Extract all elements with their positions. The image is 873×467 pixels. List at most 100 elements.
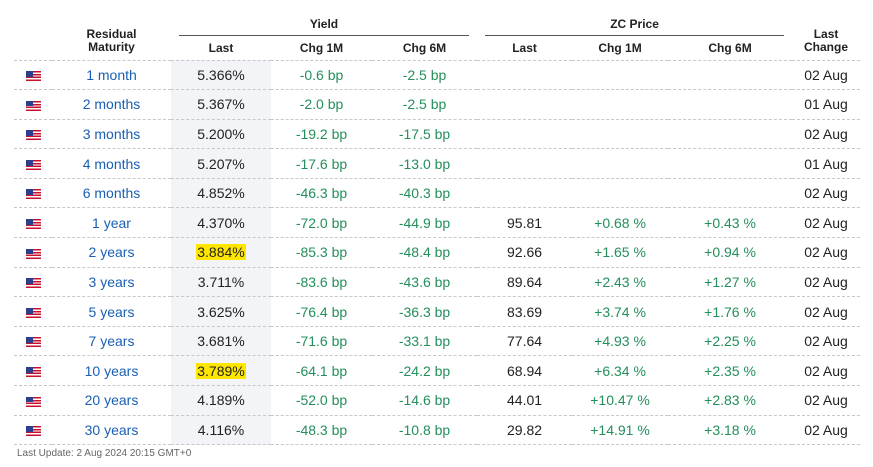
zc-chg-1m-cell: +4.93 %	[572, 325, 669, 356]
yield-last-value: 5.366%	[197, 66, 245, 83]
zc-chg-1m-header[interactable]: Chg 1M	[598, 40, 642, 55]
last-update-note: Last Update: 2 Aug 2024 20:15 GMT+0	[17, 448, 192, 459]
table-row[interactable]: 6 months 4.852% -46.3 bp -40.3 bp 02 Aug	[14, 177, 861, 208]
maturity-cell: 4 months	[52, 148, 171, 179]
table-row[interactable]: 3 months 5.200% -19.2 bp -17.5 bp 02 Aug	[14, 118, 861, 149]
zc-last-cell: 68.94	[477, 355, 573, 386]
maturity-link[interactable]: 2 years	[88, 244, 135, 261]
last-change-cell: 02 Aug	[792, 177, 861, 208]
last-change-cell: 01 Aug	[792, 89, 861, 120]
flag-header	[14, 14, 52, 60]
maturity-link[interactable]: 1 month	[86, 66, 137, 83]
table-row[interactable]: 2 months 5.367% -2.0 bp -2.5 bp 01 Aug	[14, 89, 861, 120]
maturity-link[interactable]: 4 months	[82, 155, 141, 172]
yields-table-body: 1 month 5.366% -0.6 bp -2.5 bp 02 Aug 2 month…	[14, 59, 861, 446]
residual-maturity-header[interactable]: Residual Maturity	[86, 26, 137, 54]
flag-cell	[14, 325, 52, 356]
zc-last-cell: 89.64	[477, 266, 573, 297]
maturity-link[interactable]: 3 months	[82, 125, 141, 142]
maturity-link[interactable]: 1 year	[92, 214, 131, 231]
us-flag-icon	[25, 337, 41, 348]
flag-cell	[14, 59, 52, 90]
maturity-cell: 30 years	[52, 414, 171, 446]
zc-chg-6m-cell	[668, 177, 793, 208]
zc-chg-6m-header[interactable]: Chg 6M	[708, 40, 752, 55]
yield-chg-1m-cell: -72.0 bp	[271, 207, 372, 238]
yield-last-cell: 3.789%	[171, 355, 271, 386]
zc-last-cell	[477, 177, 573, 208]
maturity-cell: 10 years	[52, 355, 171, 386]
last-change-cell: 02 Aug	[792, 385, 861, 416]
maturity-link[interactable]: 5 years	[88, 303, 135, 320]
us-flag-icon	[25, 219, 41, 230]
last-change-cell: 02 Aug	[792, 207, 861, 238]
maturity-cell: 1 month	[52, 59, 171, 90]
yield-last-cell: 4.370%	[171, 207, 271, 238]
table-row[interactable]: 4 months 5.207% -17.6 bp -13.0 bp 01 Aug	[14, 148, 861, 179]
yield-last-cell: 3.681%	[171, 325, 271, 356]
us-flag-icon	[25, 367, 41, 378]
flag-cell	[14, 355, 52, 386]
zc-chg-6m-cell: +0.43 %	[668, 207, 793, 238]
zc-last-cell: 44.01	[477, 385, 573, 416]
zc-chg-1m-cell: +2.43 %	[572, 266, 669, 297]
yield-last-cell: 3.884%	[171, 237, 271, 268]
table-row[interactable]: 2 years 3.884% -85.3 bp -48.4 bp 92.66 +1.65 …	[14, 237, 861, 268]
maturity-link[interactable]: 20 years	[84, 392, 139, 409]
zc-chg-6m-cell: +2.35 %	[668, 355, 793, 386]
yield-chg-1m-cell: -71.6 bp	[271, 325, 372, 356]
maturity-link[interactable]: 7 years	[88, 333, 135, 350]
yield-chg-6m-cell: -17.5 bp	[372, 118, 478, 149]
yield-last-cell: 4.852%	[171, 177, 271, 208]
table-row[interactable]: 30 years 4.116% -48.3 bp -10.8 bp 29.82 +14.9…	[14, 414, 861, 446]
zc-last-cell: 29.82	[477, 414, 573, 446]
zc-chg-1m-cell: +6.34 %	[572, 355, 669, 386]
table-row[interactable]: 7 years 3.681% -71.6 bp -33.1 bp 77.64 +4.93 …	[14, 325, 861, 356]
zc-last-header[interactable]: Last	[512, 40, 537, 55]
flag-cell	[14, 414, 52, 446]
maturity-link[interactable]: 6 months	[82, 185, 141, 202]
last-change-cell: 02 Aug	[792, 355, 861, 386]
yield-chg-6m-cell: -2.5 bp	[372, 59, 478, 90]
yield-chg-1m-cell: -19.2 bp	[271, 118, 372, 149]
maturity-link[interactable]: 10 years	[84, 362, 139, 379]
maturity-cell: 3 months	[52, 118, 171, 149]
yield-last-value: 3.789%	[196, 362, 246, 379]
zc-chg-1m-cell: +0.68 %	[572, 207, 669, 238]
flag-cell	[14, 89, 52, 120]
yield-last-header[interactable]: Last	[208, 40, 234, 55]
yield-last-cell: 3.711%	[171, 266, 271, 297]
table-row[interactable]: 5 years 3.625% -76.4 bp -36.3 bp 83.69 +3.74 …	[14, 296, 861, 327]
yields-table: Residual Maturity Yield ZC Price Last Ch…	[14, 14, 861, 446]
last-change-cell: 01 Aug	[792, 148, 861, 179]
yield-chg-1m-cell: -0.6 bp	[271, 59, 372, 90]
yield-chg-6m-cell: -48.4 bp	[372, 237, 478, 268]
yield-chg-6m-cell: -10.8 bp	[372, 414, 478, 446]
zc-last-cell: 92.66	[477, 237, 573, 268]
zc-chg-1m-cell	[572, 118, 669, 149]
maturity-cell: 1 year	[52, 207, 171, 238]
zc-last-cell: 95.81	[477, 207, 573, 238]
flag-cell	[14, 207, 52, 238]
yield-chg-1m-cell: -2.0 bp	[271, 89, 372, 120]
yield-chg-6m-header[interactable]: Chg 6M	[402, 40, 447, 55]
table-row[interactable]: 1 month 5.366% -0.6 bp -2.5 bp 02 Aug	[14, 59, 861, 90]
yield-last-value: 4.370%	[197, 214, 245, 231]
last-change-header[interactable]: Last Change	[804, 26, 849, 54]
last-change-cell: 02 Aug	[792, 118, 861, 149]
yield-last-cell: 4.189%	[171, 385, 271, 416]
zc-chg-6m-cell	[668, 148, 793, 179]
zc-chg-6m-cell: +0.94 %	[668, 237, 793, 268]
yield-chg-1m-header[interactable]: Chg 1M	[299, 40, 344, 55]
maturity-link[interactable]: 30 years	[84, 421, 139, 438]
zc-chg-6m-cell	[668, 89, 793, 120]
table-row[interactable]: 20 years 4.189% -52.0 bp -14.6 bp 44.01 +10.4…	[14, 385, 861, 416]
table-row[interactable]: 10 years 3.789% -64.1 bp -24.2 bp 68.94 +6.34…	[14, 355, 861, 386]
us-flag-icon	[25, 159, 41, 170]
zc-last-cell	[477, 89, 573, 120]
maturity-link[interactable]: 2 months	[82, 96, 141, 113]
table-row[interactable]: 1 year 4.370% -72.0 bp -44.9 bp 95.81 +0.68 %…	[14, 207, 861, 238]
table-row[interactable]: 3 years 3.711% -83.6 bp -43.6 bp 89.64 +2.43 …	[14, 266, 861, 297]
maturity-link[interactable]: 3 years	[88, 273, 135, 290]
